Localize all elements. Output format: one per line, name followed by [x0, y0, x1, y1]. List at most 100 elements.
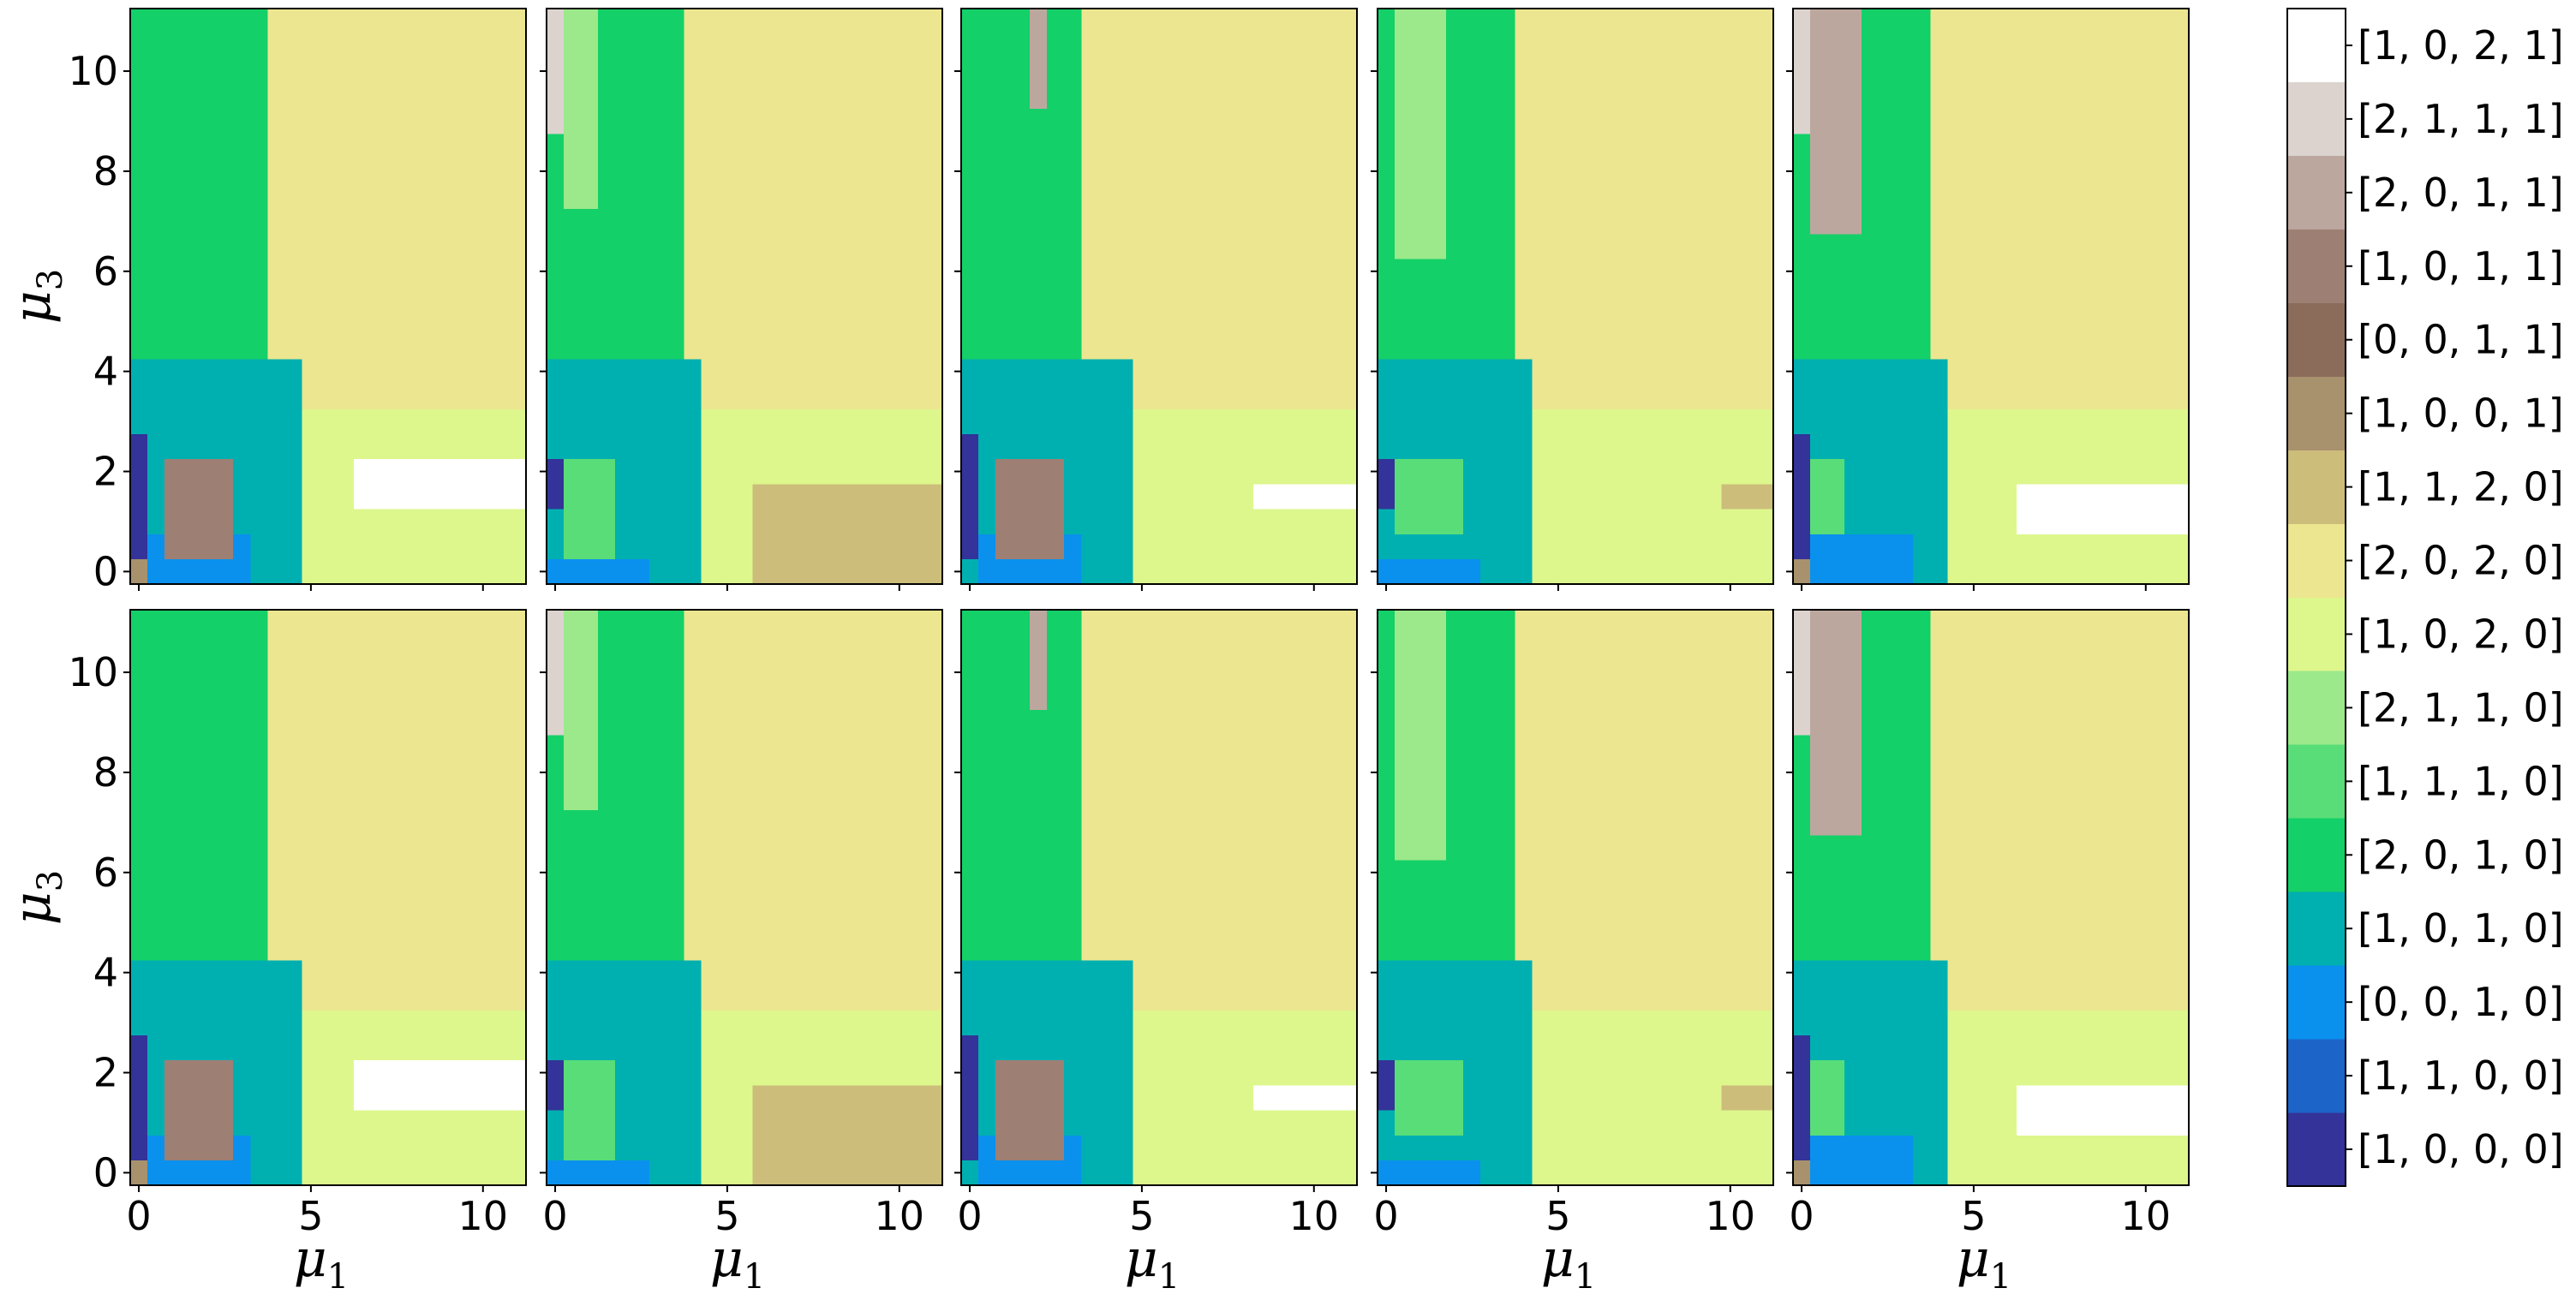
- heatmap-cell: [666, 308, 684, 335]
- heatmap-cell: [267, 1035, 286, 1061]
- heatmap-cell: [907, 9, 926, 34]
- heatmap-cell: [1167, 909, 1186, 936]
- heatmap-cell: [491, 534, 510, 560]
- heatmap-cell: [701, 1110, 720, 1136]
- heatmap-cell: [1047, 859, 1065, 886]
- heatmap-cell: [961, 458, 979, 485]
- heatmap-cell: [491, 333, 510, 360]
- heatmap-cell: [995, 158, 1013, 184]
- heatmap-cell: [907, 1135, 926, 1161]
- heatmap-cell: [701, 433, 720, 460]
- heatmap-cell: [786, 1035, 805, 1061]
- heatmap-cell: [752, 509, 771, 534]
- heatmap-cell: [267, 1110, 286, 1136]
- heatmap-cell: [1167, 634, 1186, 660]
- heatmap-cell: [474, 108, 493, 134]
- heatmap-cell: [735, 258, 754, 284]
- heatmap-cell: [2068, 158, 2086, 184]
- heatmap-cell: [353, 959, 372, 986]
- heatmap-cell: [924, 358, 942, 385]
- heatmap-cell: [1081, 108, 1099, 134]
- heatmap-cell: [1793, 358, 1811, 385]
- heatmap-cell: [1167, 934, 1186, 961]
- heatmap-cell: [1930, 1084, 1949, 1111]
- heatmap-cell: [1704, 58, 1723, 84]
- heatmap-cell: [752, 33, 771, 59]
- heatmap-cell: [684, 283, 702, 309]
- heatmap-cell: [1030, 1110, 1048, 1136]
- heatmap-cell: [1600, 383, 1619, 409]
- heatmap-cell: [822, 33, 840, 59]
- heatmap-cell: [1339, 1059, 1357, 1086]
- heatmap-cell: [336, 383, 355, 409]
- heatmap-cell: [1184, 9, 1203, 34]
- heatmap-cell: [1862, 1160, 1880, 1185]
- heatmap-cell: [439, 509, 457, 534]
- heatmap-cell: [1394, 809, 1413, 836]
- heatmap-cell: [439, 133, 457, 159]
- heatmap-cell: [718, 208, 737, 235]
- heatmap-cell: [1150, 558, 1168, 584]
- heatmap-cell: [907, 959, 926, 986]
- heatmap-cell: [130, 534, 148, 560]
- heatmap-cell: [1305, 33, 1324, 59]
- heatmap-cell: [547, 885, 565, 910]
- heatmap-cell: [457, 859, 475, 886]
- heatmap-cell: [1480, 634, 1498, 660]
- heatmap-cell: [2016, 458, 2035, 485]
- heatmap-cell: [1098, 483, 1117, 510]
- heatmap-cell: [1687, 909, 1705, 936]
- heatmap-cell: [995, 558, 1013, 584]
- heatmap-cell: [1184, 534, 1203, 560]
- heatmap-cell: [181, 133, 200, 159]
- heatmap-cell: [1617, 834, 1636, 861]
- heatmap-cell: [1253, 509, 1271, 534]
- heatmap-cell: [1047, 458, 1065, 485]
- heatmap-cell: [181, 158, 200, 184]
- heatmap-cell: [1844, 183, 1862, 210]
- heatmap-cell: [752, 1010, 771, 1035]
- heatmap-cell: [1930, 58, 1949, 84]
- heatmap-cell: [1305, 1010, 1324, 1035]
- heatmap-cell: [267, 1010, 286, 1035]
- heatmap-cell: [199, 634, 217, 660]
- heatmap-cell: [907, 333, 926, 360]
- heatmap-cell: [1721, 1035, 1740, 1061]
- heatmap-cell: [547, 83, 565, 110]
- heatmap-cell: [1064, 534, 1082, 560]
- heatmap-cell: [666, 659, 684, 685]
- heatmap-cell: [130, 1084, 148, 1111]
- heatmap-cell: [1879, 108, 1897, 134]
- heatmap-cell: [1463, 534, 1481, 560]
- heatmap-cell: [995, 934, 1013, 961]
- heatmap-cell: [216, 659, 234, 685]
- heatmap-cell: [405, 1059, 423, 1086]
- heatmap-cell: [2033, 308, 2052, 335]
- heatmap-cell: [1896, 233, 1914, 259]
- heatmap-cell: [1411, 233, 1430, 259]
- heatmap-cell: [474, 333, 493, 360]
- heatmap-cell: [1394, 1084, 1413, 1111]
- heatmap-cell: [2085, 383, 2103, 409]
- heatmap-cell: [319, 558, 338, 584]
- heatmap-cell: [370, 333, 389, 360]
- heatmap-cell: [1133, 709, 1151, 736]
- heatmap-cell: [1012, 1135, 1031, 1161]
- heatmap-cell: [1184, 433, 1203, 460]
- heatmap-cell: [1201, 534, 1220, 560]
- heatmap-cell: [907, 133, 926, 159]
- heatmap-cell: [370, 383, 389, 409]
- heatmap-cell: [977, 558, 996, 584]
- y-tick-label: 0: [93, 1149, 118, 1196]
- heatmap-cell: [1480, 760, 1498, 785]
- heatmap-cell: [1738, 158, 1757, 184]
- heatmap-cell: [2068, 1160, 2086, 1185]
- heatmap-cell: [666, 258, 684, 284]
- heatmap-cell: [353, 308, 372, 335]
- heatmap-cell: [1081, 158, 1099, 184]
- heatmap-cell: [769, 158, 788, 184]
- heatmap-cell: [1793, 233, 1811, 259]
- heatmap-cell: [1047, 183, 1065, 210]
- heatmap-cell: [422, 909, 440, 936]
- heatmap-cell: [1012, 383, 1031, 409]
